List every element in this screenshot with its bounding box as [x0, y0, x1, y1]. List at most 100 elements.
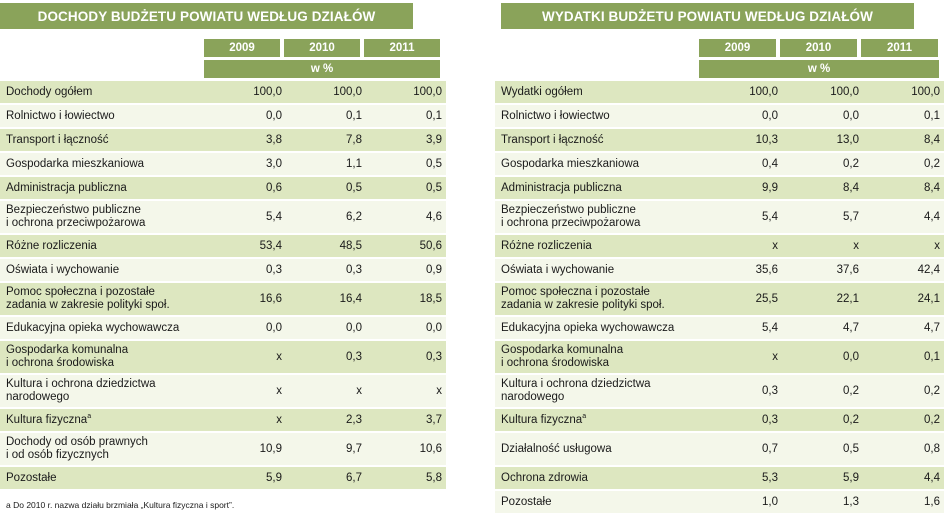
- row-label-text: Bezpieczeństwo publiczne i ochrona przec…: [501, 204, 641, 229]
- table-row: Gospodarka mieszkaniowa 0,4 0,2 0,2: [495, 153, 944, 177]
- row-label: Kultura i ochrona dziedzictwa narodowego: [495, 378, 699, 404]
- row-label: Oświata i wychowanie: [0, 264, 204, 277]
- row-label: Bezpieczeństwo publiczne i ochrona przec…: [0, 204, 204, 230]
- table-row: Edukacyjna opieka wychowawcza 5,4 4,7 4,7: [495, 317, 944, 341]
- value-cell: 0,1: [346, 109, 362, 122]
- value-cell: 5,4: [762, 210, 778, 223]
- row-label: Gospodarka komunalna i ochrona środowisk…: [495, 344, 699, 370]
- value-cell: 0,1: [924, 109, 940, 122]
- table-row: Dochody od osób prawnych i od osób fizyc…: [0, 433, 446, 467]
- value-cell: 9,7: [346, 442, 362, 455]
- value-cell: x: [853, 239, 859, 252]
- row-label-text: Dochody ogółem: [6, 85, 93, 98]
- row-label: Edukacyjna opieka wychowawcza: [0, 322, 204, 335]
- row-label-text: Działalność usługowa: [501, 442, 612, 455]
- table-row: Administracja publiczna 9,9 8,4 8,4: [495, 177, 944, 201]
- unit-label: w %: [699, 60, 939, 78]
- income-unit-header: w %: [204, 60, 440, 78]
- table-row: Pozostałe 1,0 1,3 1,6: [495, 491, 944, 515]
- value-cell: 0,8: [924, 442, 940, 455]
- table-row: Transport i łączność 3,8 7,8 3,9: [0, 129, 446, 153]
- value-cell: 35,6: [755, 263, 778, 276]
- year-header-cell: 2011: [861, 39, 938, 57]
- value-cell: 0,3: [346, 350, 362, 363]
- value-cell: 0,0: [762, 109, 778, 122]
- value-cell: 0,3: [266, 263, 282, 276]
- table-row: Rolnictwo i łowiectwo 0,0 0,1 0,1: [0, 105, 446, 129]
- value-cell: x: [276, 350, 282, 363]
- value-cell: 0,2: [924, 157, 940, 170]
- row-label-text: Kultura i ochrona dziedzictwa narodowego: [6, 378, 156, 403]
- row-label: Dochody od osób prawnych i od osób fizyc…: [0, 436, 204, 462]
- table-row: Kultura i ochrona dziedzictwa narodowego…: [0, 375, 446, 409]
- row-label: Kultura i ochrona dziedzictwa narodowego: [0, 378, 204, 404]
- value-cell: 6,7: [346, 471, 362, 484]
- row-label: Administracja publiczna: [0, 182, 204, 195]
- row-label: Pozostałe: [0, 472, 204, 485]
- year-header-cell: 2010: [284, 39, 360, 57]
- table-row: Kultura fizycznaa 0,3 0,2 0,2: [495, 409, 944, 433]
- table-row: Gospodarka komunalna i ochrona środowisk…: [495, 341, 944, 375]
- value-cell: 50,6: [419, 239, 442, 252]
- expenditure-panel: WYDATKI BUDŻETU POWIATU WEDŁUG DZIAŁÓW 2…: [495, 0, 944, 531]
- value-cell: 0,2: [843, 413, 859, 426]
- income-table-body: Dochody ogółem 100,0 100,0 100,0 Rolnictwo i…: [0, 81, 446, 491]
- row-label-text: Wydatki ogółem: [501, 85, 583, 98]
- row-label-text: Transport i łączność: [501, 133, 604, 146]
- row-label: Gospodarka mieszkaniowa: [495, 158, 699, 171]
- row-label: Różne rozliczenia: [0, 240, 204, 253]
- value-cell: 3,8: [266, 133, 282, 146]
- value-cell: 0,3: [762, 413, 778, 426]
- table-row: Wydatki ogółem 100,0 100,0 100,0: [495, 81, 944, 105]
- value-cell: 16,6: [259, 292, 282, 305]
- row-label: Kultura fizycznaa: [0, 412, 204, 427]
- value-cell: 0,2: [843, 157, 859, 170]
- value-cell: 5,4: [266, 210, 282, 223]
- value-cell: 9,9: [762, 181, 778, 194]
- row-label-text: Pomoc społeczna i pozostałe zadania w za…: [501, 286, 665, 311]
- value-cell: 1,0: [762, 495, 778, 508]
- expenditure-year-header: 2009 2010 2011: [699, 39, 938, 57]
- value-cell: x: [436, 384, 442, 397]
- row-label: Oświata i wychowanie: [495, 264, 699, 277]
- value-cell: 18,5: [419, 292, 442, 305]
- value-cell: 0,2: [843, 384, 859, 397]
- table-row: Kultura fizycznaa x 2,3 3,7: [0, 409, 446, 433]
- footnote: a Do 2010 r. nazwa działu brzmiała „Kult…: [6, 500, 235, 510]
- row-label: Administracja publiczna: [495, 182, 699, 195]
- row-label-text: Pomoc społeczna i pozostałe zadania w za…: [6, 286, 170, 311]
- row-label-text: Kultura i ochrona dziedzictwa narodowego: [501, 378, 651, 403]
- value-cell: 0,3: [346, 263, 362, 276]
- value-cell: 22,1: [836, 292, 859, 305]
- row-label: Pomoc społeczna i pozostałe zadania w za…: [495, 286, 699, 312]
- value-cell: 48,5: [339, 239, 362, 252]
- value-cell: 0,0: [843, 350, 859, 363]
- value-cell: 0,5: [843, 442, 859, 455]
- table-row: Oświata i wychowanie 35,6 37,6 42,4: [495, 259, 944, 283]
- value-cell: 0,0: [426, 321, 442, 334]
- table-row: Pomoc społeczna i pozostałe zadania w za…: [0, 283, 446, 317]
- row-label: Transport i łączność: [495, 134, 699, 147]
- value-cell: 3,0: [266, 157, 282, 170]
- table-row: Pomoc społeczna i pozostałe zadania w za…: [495, 283, 944, 317]
- expenditure-unit-header: w %: [699, 60, 939, 78]
- row-label: Pozostałe: [495, 496, 699, 509]
- row-label-text: Administracja publiczna: [6, 181, 127, 194]
- row-label: Pomoc społeczna i pozostałe zadania w za…: [0, 286, 204, 312]
- value-cell: x: [934, 239, 940, 252]
- footnote-marker: a: [87, 412, 92, 420]
- footnote-marker: a: [582, 412, 587, 420]
- row-label: Transport i łączność: [0, 134, 204, 147]
- value-cell: 0,6: [266, 181, 282, 194]
- row-label-text: Dochody od osób prawnych i od osób fizyc…: [6, 436, 148, 461]
- value-cell: 3,9: [426, 133, 442, 146]
- unit-label: w %: [204, 60, 440, 78]
- value-cell: 100,0: [253, 85, 282, 98]
- row-label-text: Kultura fizyczna: [6, 413, 88, 426]
- table-row: Transport i łączność 10,3 13,0 8,4: [495, 129, 944, 153]
- row-label-text: Oświata i wychowanie: [501, 263, 615, 276]
- row-label-text: Rolnictwo i łowiectwo: [501, 109, 610, 122]
- value-cell: 100,0: [911, 85, 940, 98]
- row-label-text: Bezpieczeństwo publiczne i ochrona przec…: [6, 204, 146, 229]
- value-cell: 10,6: [419, 442, 442, 455]
